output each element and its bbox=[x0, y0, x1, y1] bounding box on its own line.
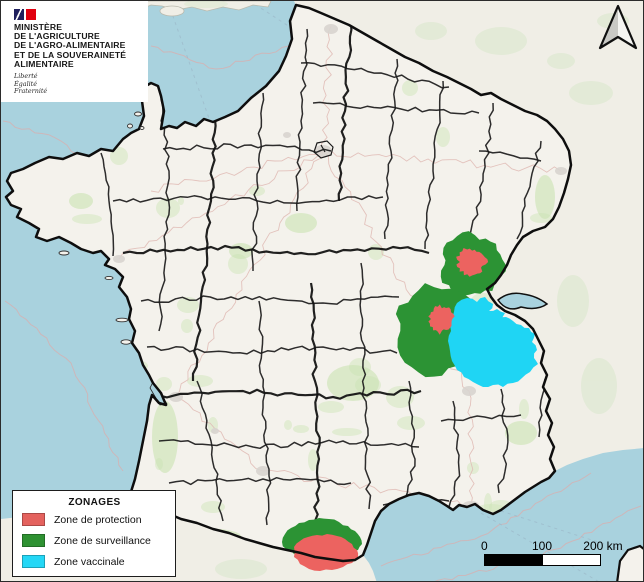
republic-motto: Liberté Égalité Fraternité bbox=[14, 72, 48, 96]
legend-title: ZONAGES bbox=[68, 497, 121, 508]
ministry-logo-box: MINISTÈRE DE L'AGRICULTURE DE L'AGRO-ALI… bbox=[1, 1, 148, 102]
scale-label-200km: 200 km bbox=[583, 539, 623, 553]
ministry-line: MINISTÈRE bbox=[14, 22, 63, 32]
zone-vaccinale bbox=[448, 297, 538, 387]
corsica-tip bbox=[616, 544, 643, 581]
surveillance-color-swatch bbox=[22, 534, 45, 547]
ministry-name: MINISTÈRE DE L'AGRICULTURE DE L'AGRO-ALI… bbox=[14, 22, 148, 69]
ministry-line: DE L'AGRO-ALIMENTAIRE bbox=[14, 40, 126, 51]
atlantic-channel-sea bbox=[1, 1, 296, 519]
protection-color-swatch bbox=[22, 513, 45, 526]
vaccinale-color-swatch bbox=[22, 555, 45, 568]
scale-bar: 0 100 200 km bbox=[481, 539, 623, 566]
scale-label-0: 0 bbox=[481, 539, 488, 553]
ministry-line: ALIMENTAIRE bbox=[14, 58, 74, 69]
french-flag-icon bbox=[14, 9, 148, 20]
france-border bbox=[4, 3, 573, 563]
isle-of-wight bbox=[159, 5, 185, 17]
legend-item-vaccinale: Zone vaccinale bbox=[22, 555, 167, 568]
mediterranean-sea bbox=[363, 448, 643, 581]
zone-protection-center bbox=[428, 304, 455, 335]
legend-item-surveillance: Zone de surveillance bbox=[22, 534, 167, 547]
lake-geneva bbox=[496, 292, 549, 310]
zones-layer bbox=[282, 231, 538, 571]
ministry-line: DE L'AGRICULTURE bbox=[14, 31, 100, 42]
legend-label: Zone vaccinale bbox=[54, 555, 125, 568]
legend-item-protection: Zone de protection bbox=[22, 513, 167, 526]
legend-label: Zone de surveillance bbox=[54, 534, 151, 547]
ministry-line: ET DE LA SOUVERAINETÉ bbox=[14, 49, 127, 60]
islands bbox=[58, 111, 145, 345]
legend: ZONAGES Zone de protection Zone de surve… bbox=[12, 490, 176, 577]
scale-bar-rule bbox=[484, 554, 601, 566]
legend-label: Zone de protection bbox=[54, 513, 142, 526]
north-arrow-icon bbox=[598, 4, 638, 50]
zone-protection-north bbox=[456, 248, 489, 277]
scale-label-100: 100 bbox=[531, 539, 553, 553]
